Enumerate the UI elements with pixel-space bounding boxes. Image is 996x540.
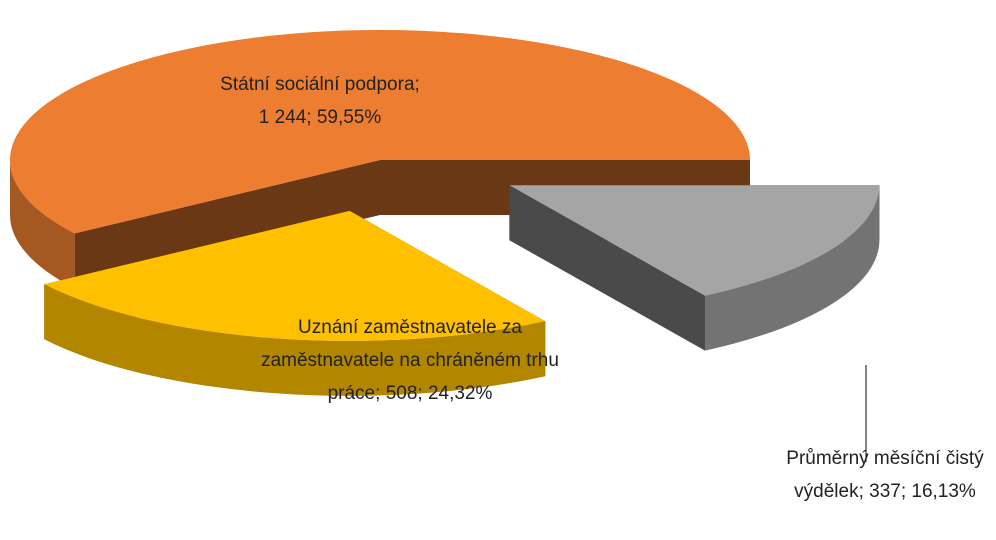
slice-label: Průměrný měsíční čistý výdělek; 337; 16,… bbox=[785, 442, 985, 508]
slice-side bbox=[74, 160, 380, 289]
slice-side bbox=[509, 185, 706, 351]
slice bbox=[509, 185, 880, 351]
slice-top bbox=[10, 30, 750, 234]
slice-label: Státní sociální podpora; 1 244; 59,55% bbox=[195, 68, 445, 134]
label-sep: ; bbox=[414, 74, 420, 95]
slice-top bbox=[44, 210, 546, 341]
label-category: Průměrný měsíční čistý výdělek bbox=[786, 448, 984, 502]
slice-wall bbox=[44, 284, 546, 396]
label-category: Uznání zaměstnavatele za zaměstnavatele … bbox=[261, 317, 559, 404]
label-sep: ; bbox=[900, 481, 912, 502]
label-category: Státní sociální podpora bbox=[220, 74, 415, 95]
label-sep: ; bbox=[375, 383, 386, 404]
label-percent: 24,32% bbox=[427, 383, 493, 404]
slice-label: Uznání zaměstnavatele za zaměstnavatele … bbox=[240, 311, 580, 410]
label-percent: 16,13% bbox=[911, 481, 976, 502]
label-percent: 59,55% bbox=[316, 107, 382, 128]
slice-wall bbox=[705, 185, 880, 351]
label-value: 1 244 bbox=[258, 107, 307, 128]
label-sep: ; bbox=[858, 481, 870, 502]
slice bbox=[44, 210, 546, 396]
label-sep: ; bbox=[306, 107, 317, 128]
label-value: 508 bbox=[385, 383, 418, 404]
label-value: 337 bbox=[869, 481, 901, 502]
slice-top bbox=[509, 185, 880, 296]
slice-wall bbox=[10, 160, 75, 289]
label-sep: ; bbox=[417, 383, 428, 404]
